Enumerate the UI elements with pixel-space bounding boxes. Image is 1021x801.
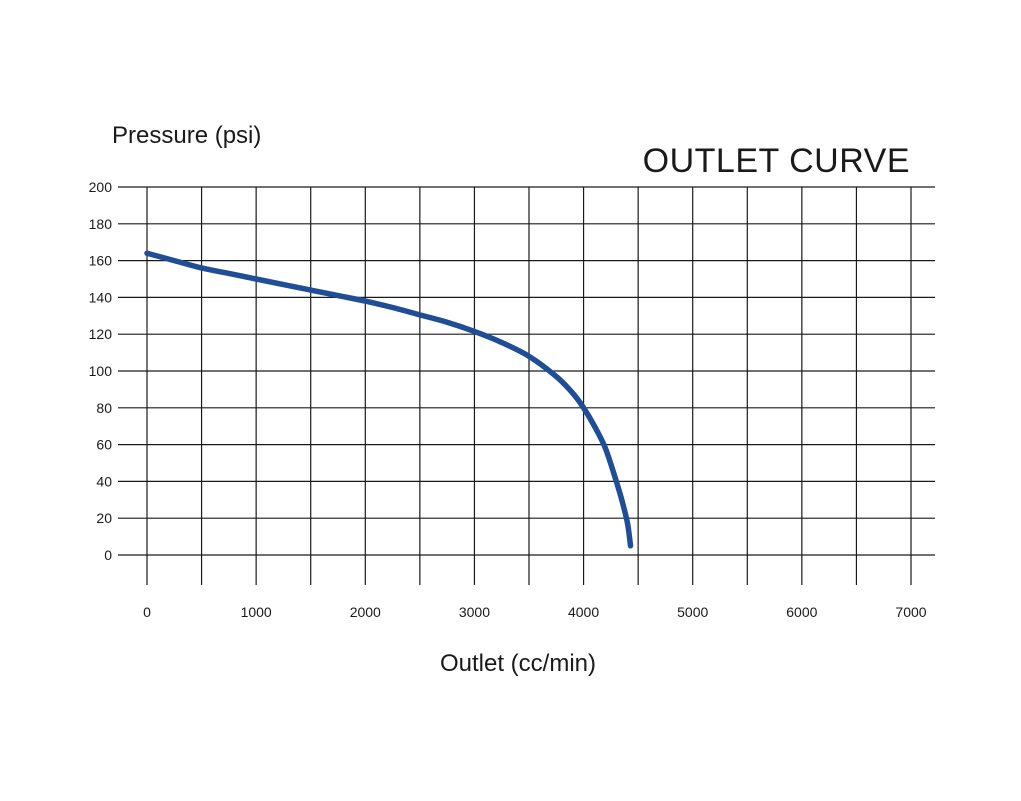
y-tick-labels: 0 20 40 60 80 100 120 140 160 180 200 — [89, 179, 113, 563]
series-group — [144, 250, 634, 549]
grid — [118, 186, 935, 585]
y-axis-label: Pressure (psi) — [112, 122, 261, 149]
y-tick-label-8: 160 — [89, 253, 113, 269]
y-tick-label-7: 140 — [89, 289, 113, 305]
y-tick-label-9: 180 — [89, 216, 113, 232]
x-axis-label: Outlet (cc/min) — [440, 650, 596, 677]
x-tick-label-1: 1000 — [241, 604, 272, 620]
x-tick-label-2: 2000 — [350, 604, 381, 620]
series-line-0 — [144, 250, 634, 549]
x-tick-label-6: 6000 — [786, 604, 817, 620]
y-tick-label-0: 0 — [104, 547, 112, 563]
x-tick-labels: 0 1000 2000 3000 4000 5000 6000 7000 — [143, 604, 927, 620]
y-tick-label-10: 200 — [89, 179, 113, 195]
y-tick-label-2: 40 — [96, 473, 112, 489]
y-tick-label-4: 80 — [96, 400, 112, 416]
chart-title: OUTLET CURVE — [643, 142, 910, 180]
x-tick-label-4: 4000 — [568, 604, 599, 620]
x-tick-label-5: 5000 — [677, 604, 708, 620]
x-tick-label-0: 0 — [143, 604, 151, 620]
y-tick-label-3: 60 — [96, 437, 112, 453]
y-tick-label-6: 120 — [89, 326, 113, 342]
x-tick-label-3: 3000 — [459, 604, 490, 620]
y-tick-label-1: 20 — [96, 510, 112, 526]
x-tick-label-7: 7000 — [895, 604, 926, 620]
y-tick-label-5: 100 — [89, 363, 113, 379]
